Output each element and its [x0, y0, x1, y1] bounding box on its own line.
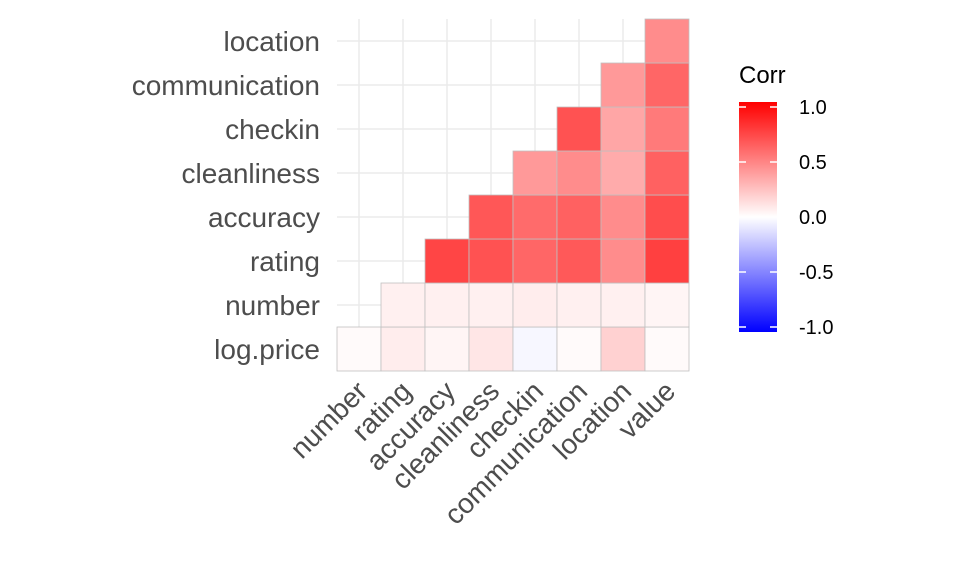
heatmap-cell-cleanliness-log-price	[468, 326, 514, 372]
heatmap-cells	[336, 18, 690, 372]
heatmap-cell-location-communication	[600, 62, 646, 108]
legend-tick-label-1: 0.5	[799, 152, 827, 174]
heatmap-cell-accuracy-rating	[424, 238, 470, 284]
heatmap-cell-communication-log-price	[556, 326, 602, 372]
y-tick-label-number: number	[225, 290, 320, 321]
heatmap-cell-location-cleanliness	[600, 150, 646, 196]
heatmap-cell-cleanliness-rating	[468, 238, 514, 284]
heatmap-cell-value-communication	[644, 62, 690, 108]
heatmap-cell-communication-checkin	[556, 106, 602, 152]
heatmap-cell-location-checkin	[600, 106, 646, 152]
heatmap-cell-communication-rating	[556, 238, 602, 284]
y-tick-label-communication: communication	[132, 70, 320, 101]
heatmap-cell-communication-number	[556, 282, 602, 328]
y-tick-labels: log.price number rating accuracy cleanliness…	[132, 26, 320, 365]
heatmap-cell-value-cleanliness	[644, 150, 690, 196]
heatmap-cell-location-rating	[600, 238, 646, 284]
heatmap-cell-value-accuracy	[644, 194, 690, 240]
heatmap-cell-value-rating	[644, 238, 690, 284]
color-legend: Corr 1.0 0.5 0.0 -0.5 -1.0	[739, 62, 833, 339]
legend-title: Corr	[739, 62, 786, 89]
legend-tick-label-2: 0.0	[799, 207, 827, 229]
heatmap-cell-rating-log-price	[380, 326, 426, 372]
heatmap-cell-checkin-log-price	[512, 326, 558, 372]
heatmap-cell-number-log-price	[336, 326, 382, 372]
y-tick-label-location: location	[223, 26, 320, 57]
heatmap-cell-checkin-accuracy	[512, 194, 558, 240]
legend-tick-label-0: 1.0	[799, 97, 827, 119]
y-tick-label-checkin: checkin	[225, 114, 320, 145]
heatmap-cell-checkin-cleanliness	[512, 150, 558, 196]
heatmap-cell-communication-accuracy	[556, 194, 602, 240]
heatmap-cell-value-location	[644, 18, 690, 64]
heatmap-cell-cleanliness-number	[468, 282, 514, 328]
heatmap-cell-location-log-price	[600, 326, 646, 372]
x-tick-labels: numberratingaccuracycleanlinesscheckinco…	[284, 375, 681, 530]
heatmap-cell-checkin-rating	[512, 238, 558, 284]
y-tick-label-rating: rating	[250, 246, 320, 277]
y-tick-label-accuracy: accuracy	[208, 202, 320, 233]
heatmap-cell-location-number	[600, 282, 646, 328]
heatmap-cell-value-checkin	[644, 106, 690, 152]
heatmap-cell-accuracy-number	[424, 282, 470, 328]
legend-tick-label-4: -1.0	[799, 317, 833, 339]
y-tick-label-cleanliness: cleanliness	[181, 158, 320, 189]
heatmap-cell-cleanliness-accuracy	[468, 194, 514, 240]
y-tick-label-log-price: log.price	[214, 334, 320, 365]
heatmap-cell-value-log-price	[644, 326, 690, 372]
heatmap-cell-value-number	[644, 282, 690, 328]
heatmap-cell-checkin-number	[512, 282, 558, 328]
legend-tick-label-3: -0.5	[799, 262, 833, 284]
heatmap-cell-rating-number	[380, 282, 426, 328]
heatmap-cell-accuracy-log-price	[424, 326, 470, 372]
heatmap-cell-communication-cleanliness	[556, 150, 602, 196]
heatmap-cell-location-accuracy	[600, 194, 646, 240]
